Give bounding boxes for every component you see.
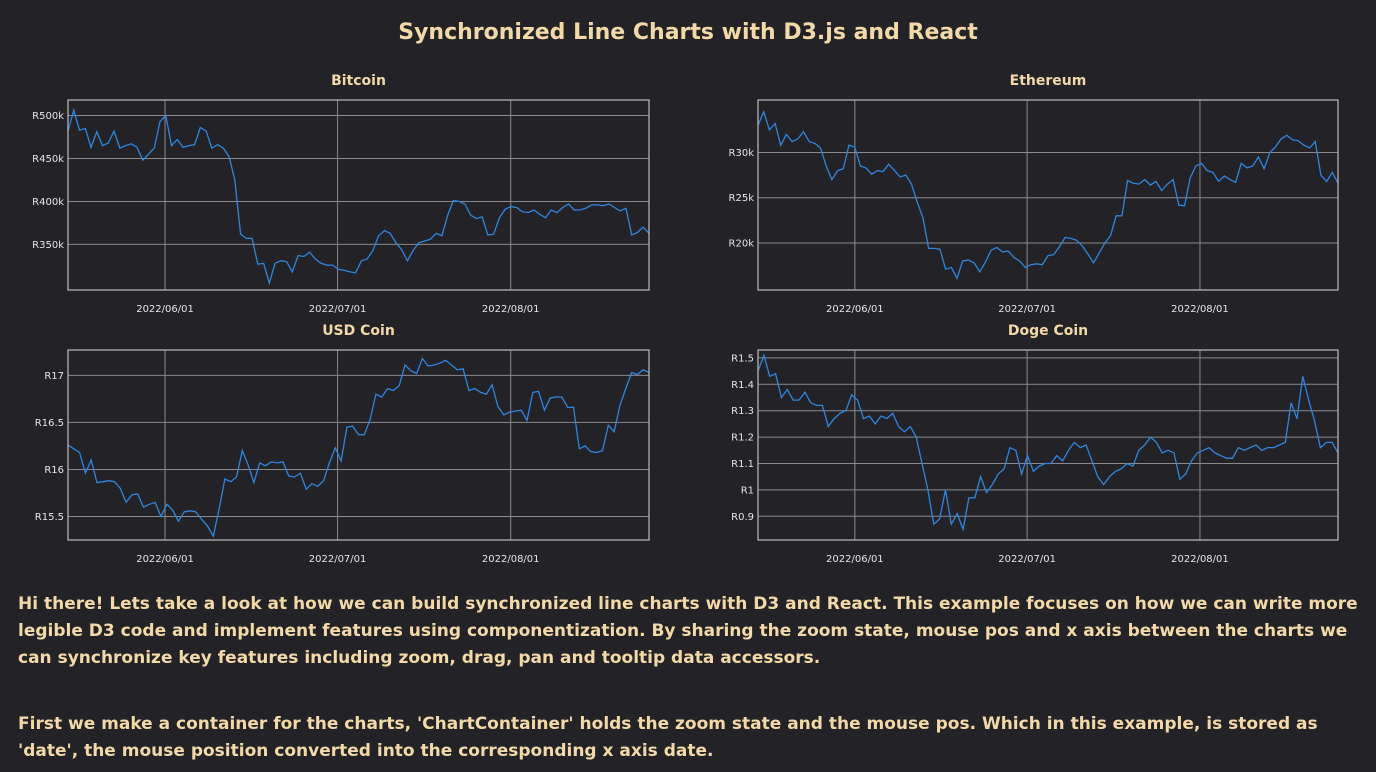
x-tick-label: 2022/07/01 [998, 554, 1056, 565]
chart-title: Doge Coin [1008, 323, 1088, 339]
plot-frame [757, 99, 1339, 291]
y-tick-label: R16 [44, 465, 64, 476]
price-line [757, 109, 1339, 280]
y-tick-label: R1.2 [731, 433, 754, 444]
y-tick-label: R1.3 [731, 406, 754, 417]
price-line [67, 357, 650, 538]
x-tick-label: 2022/06/01 [826, 304, 884, 315]
bitcoin-chart[interactable]: Bitcoin R350k R400k R450k R500k 2022/06/01 202… [0, 60, 690, 325]
plot-frame [757, 349, 1339, 541]
y-tick-label: R15.5 [35, 512, 64, 523]
y-tick-label: R1 [741, 485, 754, 496]
y-tick-label: R17 [44, 371, 64, 382]
y-tick-label: R350k [32, 240, 64, 251]
intro-paragraph: Hi there! Lets take a look at how we can… [18, 594, 1358, 668]
price-line [757, 353, 1339, 532]
usd-coin-chart[interactable]: USD Coin R15.5 R16 R16.5 R17 2022/06/01 2022/0… [0, 310, 690, 575]
doge-coin-chart[interactable]: Doge Coin R0.9 R1 R1.1 R1.2 R1.3 R1.4 R1.5 2022/… [690, 310, 1376, 575]
ethereum-chart[interactable]: Ethereum R20k R25k R30k 2022/06/01 2022/07/01… [690, 60, 1376, 325]
chart-title: Bitcoin [331, 73, 386, 89]
page-title: Synchronized Line Charts with D3.js and … [398, 20, 978, 45]
x-tick-label: 2022/06/01 [826, 554, 884, 565]
y-tick-label: R30k [729, 148, 755, 159]
price-line [67, 107, 650, 286]
y-tick-label: R25k [729, 193, 755, 204]
container-paragraph: First we make a container for the charts… [18, 714, 1318, 761]
x-tick-label: 2022/07/01 [309, 304, 367, 315]
x-tick-label: 2022/08/01 [482, 304, 540, 315]
chart-title: USD Coin [322, 323, 395, 339]
chart-title: Ethereum [1010, 73, 1087, 89]
y-tick-label: R0.9 [731, 512, 754, 523]
x-tick-label: 2022/06/01 [136, 304, 194, 315]
y-tick-label: R20k [729, 238, 755, 249]
x-tick-label: 2022/08/01 [482, 554, 540, 565]
y-tick-label: R16.5 [35, 418, 64, 429]
x-tick-label: 2022/06/01 [136, 554, 194, 565]
plot-frame [67, 99, 650, 291]
y-tick-label: R1.5 [731, 353, 754, 364]
y-tick-label: R450k [32, 154, 64, 165]
y-tick-label: R400k [32, 197, 64, 208]
x-tick-label: 2022/08/01 [1171, 304, 1229, 315]
y-tick-label: R1.4 [731, 380, 754, 391]
y-tick-label: R500k [32, 111, 64, 122]
y-tick-label: R1.1 [731, 459, 754, 470]
x-tick-label: 2022/07/01 [309, 554, 367, 565]
x-tick-label: 2022/07/01 [998, 304, 1056, 315]
x-tick-label: 2022/08/01 [1171, 554, 1229, 565]
plot-frame [67, 349, 650, 541]
